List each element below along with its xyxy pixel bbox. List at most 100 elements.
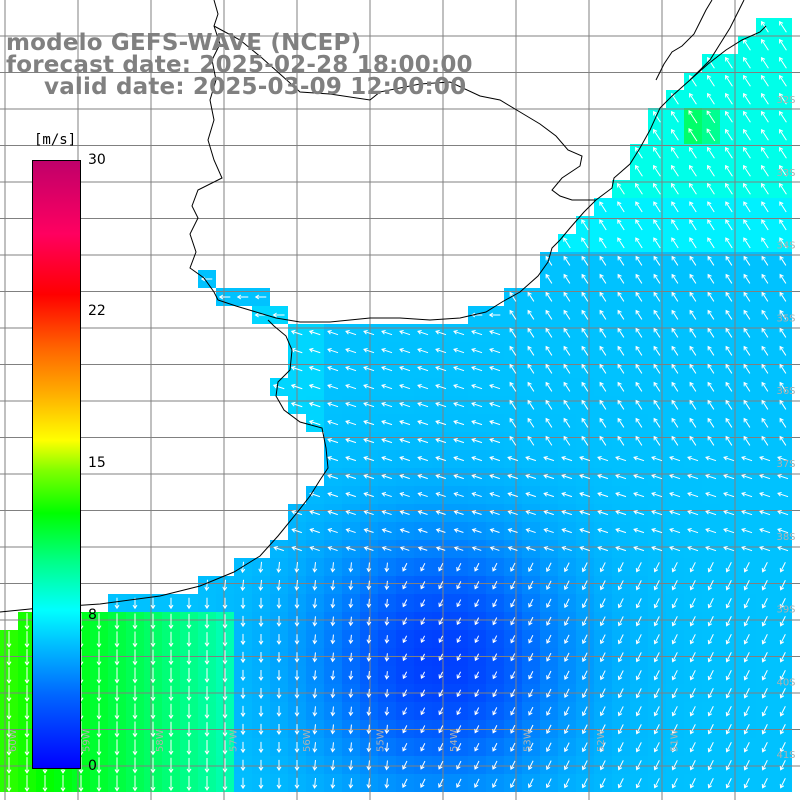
wind-arrow: [453, 546, 464, 551]
wind-arrow: [671, 255, 679, 266]
wind-arrow: [308, 383, 321, 390]
wind-arrow: [294, 652, 300, 663]
wind-arrow: [222, 758, 228, 773]
wind-arrow: [78, 757, 84, 774]
wind-arrow: [438, 635, 444, 644]
wind-arrow: [599, 219, 607, 231]
wind-arrow: [635, 616, 642, 627]
wind-arrow: [581, 634, 588, 645]
wind-arrow: [435, 437, 447, 444]
wind-arrow: [563, 778, 570, 789]
wind-arrow: [543, 546, 554, 552]
wind-arrow: [653, 652, 660, 663]
wind-arrow: [635, 381, 643, 392]
wind-arrow: [725, 598, 732, 609]
wind-arrow: [276, 741, 282, 754]
wind-arrow: [510, 742, 516, 752]
colorbar-tick-22: 22: [88, 303, 106, 319]
wind-arrow: [132, 703, 138, 720]
wind-arrow: [363, 401, 375, 408]
wind-arrow: [761, 616, 768, 627]
wind-arrow: [687, 491, 699, 498]
wind-arrow: [725, 164, 733, 177]
wind-arrow: [759, 491, 771, 498]
wind-arrow: [635, 778, 642, 789]
wind-arrow: [132, 667, 138, 684]
wind-arrow: [653, 164, 661, 177]
wind-arrow: [653, 634, 660, 645]
wind-arrow: [290, 383, 303, 390]
wind-arrow: [6, 775, 12, 792]
wind-arrow: [420, 635, 426, 644]
wind-arrow: [42, 775, 48, 792]
wind-arrow: [258, 561, 264, 574]
wind-arrow: [363, 474, 375, 480]
wind-arrow: [453, 510, 464, 516]
wind-arrow: [24, 631, 30, 648]
wind-arrow: [635, 363, 643, 374]
wind-arrow: [689, 291, 697, 302]
wind-arrow: [168, 739, 174, 756]
wind-arrow: [492, 760, 498, 770]
wind-arrow: [527, 327, 535, 338]
wind-arrow: [743, 201, 751, 213]
wind-arrow: [617, 688, 624, 699]
wind-arrow: [743, 742, 750, 753]
wind-arrow: [114, 613, 120, 630]
wind-arrow: [615, 455, 627, 462]
wind-arrow: [653, 273, 661, 284]
wind-arrow: [528, 706, 534, 716]
wind-arrow: [399, 347, 411, 354]
wind-arrow: [707, 652, 714, 663]
wind-arrow: [617, 291, 625, 302]
wind-arrow: [599, 381, 607, 392]
wind-arrow: [186, 685, 192, 702]
wind-arrow: [258, 687, 264, 700]
wind-arrow: [617, 760, 624, 771]
wind-arrow: [438, 653, 444, 661]
wind-arrow: [599, 399, 607, 410]
wind-arrow: [761, 38, 769, 51]
wind-arrow: [509, 435, 517, 446]
wind-arrow: [546, 724, 552, 734]
wind-arrow: [438, 671, 444, 679]
wind-arrow: [312, 670, 318, 681]
wind-arrow: [543, 492, 555, 498]
wind-arrow: [743, 652, 750, 663]
wind-arrow: [492, 562, 498, 572]
wind-arrow: [761, 724, 768, 735]
wind-arrow: [240, 633, 246, 646]
wind-arrow: [707, 255, 715, 266]
wind-arrow: [761, 327, 769, 338]
wind-arrow: [381, 437, 393, 444]
wind-arrow: [581, 598, 588, 609]
colorbar-unit: [m/s]: [34, 132, 77, 148]
wind-arrow: [420, 581, 426, 590]
wind-arrow: [599, 598, 606, 609]
wind-arrow: [258, 597, 264, 610]
wind-arrow: [671, 562, 678, 573]
wind-arrow: [671, 706, 678, 717]
wind-arrow: [330, 598, 336, 609]
wind-arrow: [308, 365, 321, 372]
wind-arrow: [402, 635, 408, 644]
wind-arrow: [474, 725, 480, 734]
wind-arrow: [528, 598, 534, 608]
wind-arrow: [761, 345, 769, 356]
wind-arrow: [453, 347, 465, 354]
wind-arrow: [779, 435, 787, 446]
wind-arrow: [150, 721, 156, 738]
wind-arrow: [725, 146, 733, 159]
wind-arrow: [779, 237, 787, 249]
wind-arrow: [381, 419, 393, 426]
wind-arrow: [563, 760, 570, 771]
wind-arrow: [599, 742, 606, 753]
wind-arrow: [492, 580, 498, 590]
wind-arrow: [420, 599, 426, 608]
wind-arrow: [527, 417, 535, 428]
wind-arrow: [671, 182, 679, 195]
wind-arrow: [489, 474, 500, 480]
wind-arrow: [653, 598, 660, 609]
wind-arrow: [689, 309, 697, 320]
wind-arrow: [492, 742, 498, 752]
